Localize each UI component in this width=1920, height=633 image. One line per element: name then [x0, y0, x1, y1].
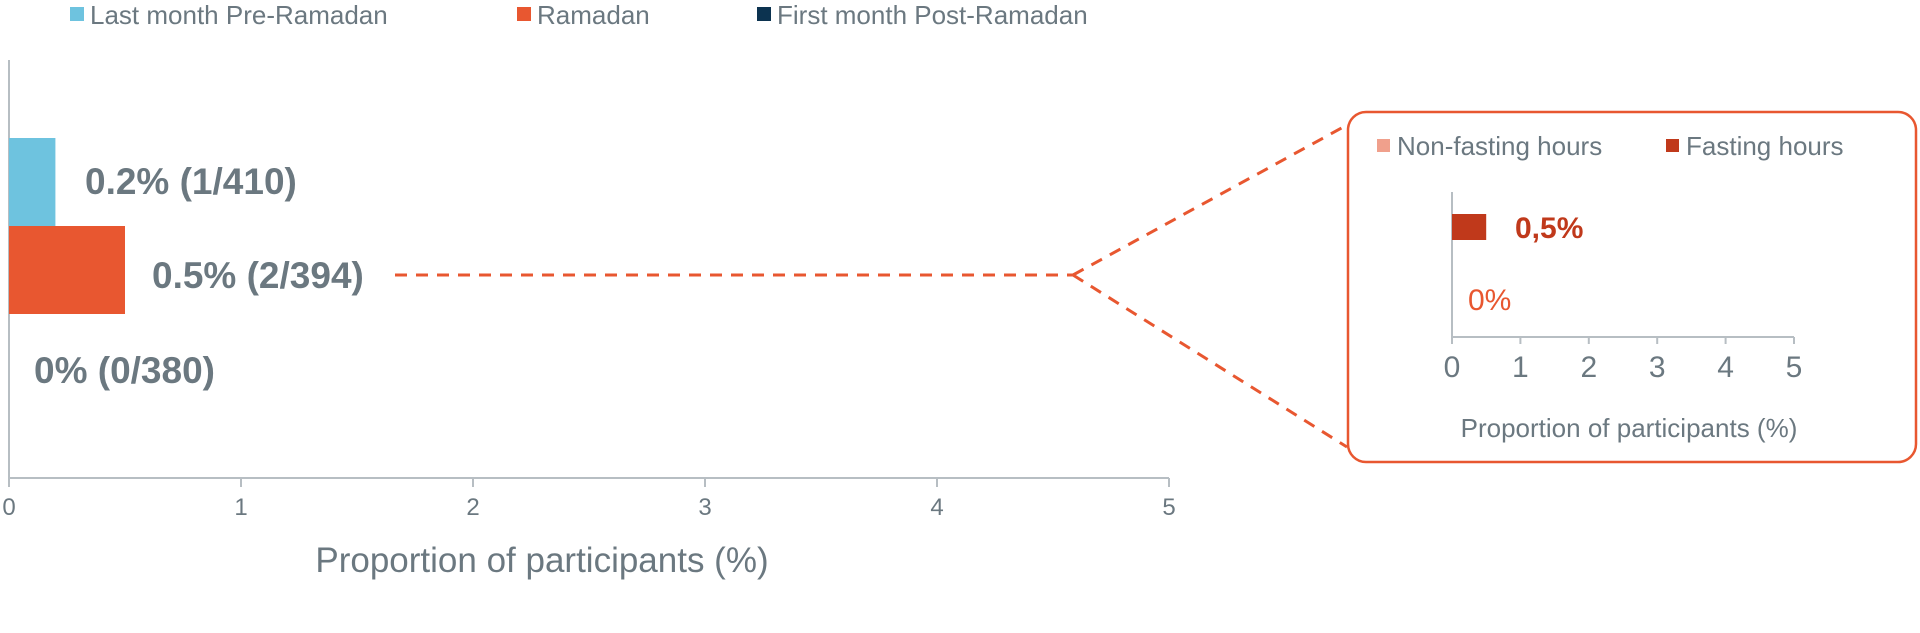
main-x-axis-title: Proportion of participants (%): [315, 541, 768, 580]
data-label-ramadan: 0.5% (2/394): [152, 255, 364, 296]
legend-swatch-pre-ramadan: [70, 7, 84, 21]
inset-x-tick-label: 1: [1512, 351, 1529, 384]
main-bars: [9, 138, 125, 314]
main-axes: 0 1 2 3 4 5 Proportion of participants (%): [2, 60, 1176, 580]
main-legend: Last month Pre-Ramadan Ramadan First mon…: [70, 0, 1088, 30]
main-x-tick-label: 3: [698, 494, 711, 521]
legend-swatch-post-ramadan: [757, 7, 771, 21]
inset-legend-label-non-fasting: Non-fasting hours: [1397, 131, 1602, 161]
inset-border: [1346, 110, 1918, 464]
main-x-tick-label: 1: [234, 494, 247, 521]
main-x-tick-label: 0: [2, 494, 15, 521]
inset-x-axis-title: Proportion of participants (%): [1461, 413, 1798, 443]
legend-label-ramadan: Ramadan: [537, 0, 650, 30]
inset-legend-swatch-non-fasting: [1377, 139, 1390, 152]
legend-label-post-ramadan: First month Post-Ramadan: [777, 0, 1088, 30]
inset-x-ticks: 0 1 2 3 4 5: [1444, 337, 1803, 384]
main-data-labels: 0.2% (1/410) 0.5% (2/394) 0% (0/380): [34, 161, 364, 391]
connector-line-lower: [1072, 273, 1348, 449]
connector-line-upper: [1072, 123, 1348, 277]
inset-x-tick-label: 3: [1649, 351, 1666, 384]
inset-x-tick-label: 0: [1444, 351, 1461, 384]
inset-legend-label-fasting: Fasting hours: [1686, 131, 1844, 161]
bar-pre-ramadan: [9, 138, 56, 226]
zoom-connector: [395, 123, 1348, 449]
inset-x-tick-label: 5: [1786, 351, 1803, 384]
inset-data-label-non-fasting: 0%: [1468, 284, 1511, 317]
legend-label-pre-ramadan: Last month Pre-Ramadan: [90, 0, 388, 30]
data-label-post-ramadan: 0% (0/380): [34, 350, 215, 391]
legend-swatch-ramadan: [517, 7, 531, 21]
inset-x-tick-label: 2: [1580, 351, 1597, 384]
main-x-tick-label: 4: [930, 494, 943, 521]
inset-panel: Non-fasting hours Fasting hours 0 1 2 3 4 5 0…: [1346, 110, 1918, 464]
main-x-tick-label: 2: [466, 494, 479, 521]
inset-data-label-fasting: 0,5%: [1515, 212, 1583, 245]
bar-ramadan: [9, 226, 125, 314]
main-x-tick-label: 5: [1162, 494, 1175, 521]
inset-legend-swatch-fasting: [1666, 139, 1679, 152]
main-x-ticks: 0 1 2 3 4 5: [2, 478, 1176, 521]
data-label-pre-ramadan: 0.2% (1/410): [85, 161, 297, 202]
inset-bar-fasting: [1452, 214, 1487, 240]
inset-x-tick-label: 4: [1717, 351, 1734, 384]
